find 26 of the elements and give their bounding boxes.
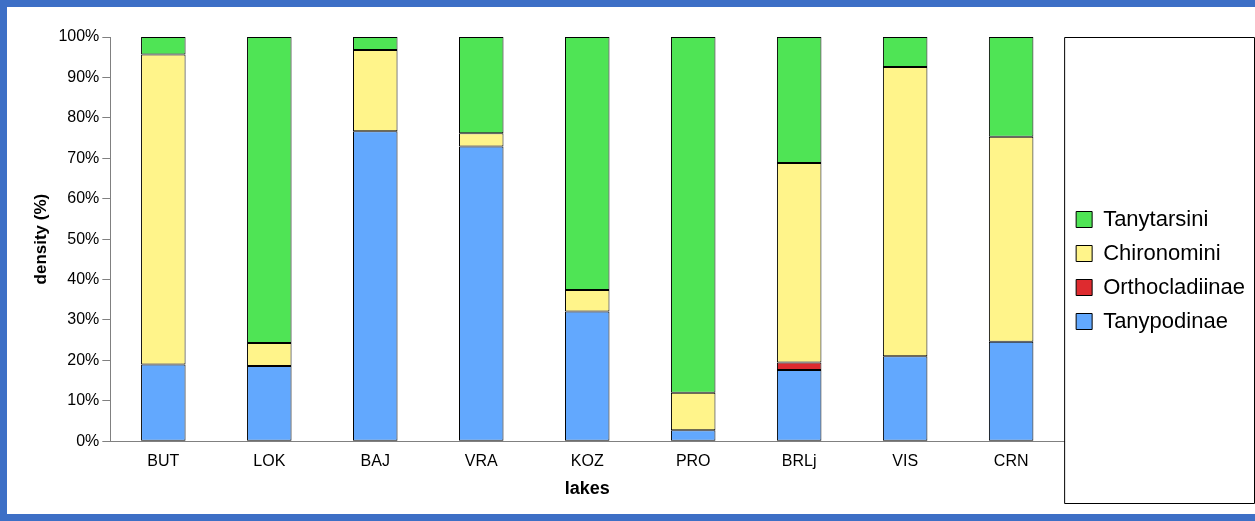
- x-tick-label: VRA: [464, 452, 499, 470]
- x-tick-label: LOK: [253, 452, 286, 470]
- y-tick-label: 80%: [67, 108, 100, 126]
- x-tick-label: BRLj: [781, 452, 817, 470]
- x-tick-label: PRO: [675, 452, 711, 470]
- y-tick-label: 40%: [67, 269, 100, 287]
- y-tick-label: 20%: [67, 350, 100, 368]
- legend-label: Orthocladiinae: [1103, 273, 1246, 299]
- y-tick-label: 90%: [67, 67, 100, 85]
- y-tick-label: 50%: [67, 229, 100, 247]
- legend-label: Chironomini: [1103, 239, 1221, 265]
- y-axis-title: density (%): [30, 193, 50, 285]
- x-tick-label: VIS: [892, 452, 919, 470]
- legend-label: Tanytarsini: [1103, 205, 1209, 231]
- x-tick-label: BUT: [147, 452, 180, 470]
- y-tick-label: 10%: [67, 391, 100, 409]
- x-axis-title: lakes: [564, 478, 610, 499]
- x-tick-label: CRN: [993, 452, 1029, 470]
- x-tick-label: KOZ: [570, 452, 604, 470]
- y-tick-label: 100%: [58, 27, 100, 45]
- y-tick-label: 60%: [67, 189, 100, 207]
- y-tick-label: 30%: [67, 310, 100, 328]
- x-tick-label: BAJ: [360, 452, 390, 470]
- y-tick-label: 70%: [67, 148, 100, 166]
- y-tick-label: 0%: [76, 431, 100, 449]
- legend-label: Tanypodinae: [1103, 307, 1228, 333]
